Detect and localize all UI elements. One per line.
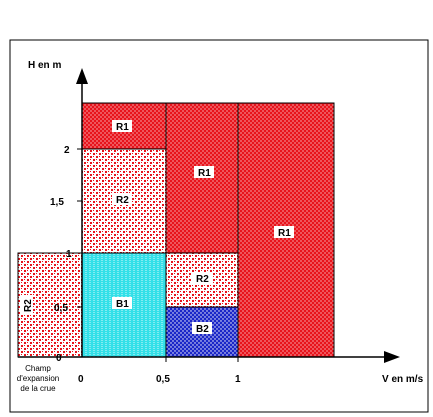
y-tick-label-1-5: 1,5 — [50, 197, 64, 208]
zone-label-b1: B1 — [116, 299, 129, 310]
x-tick-label-1: 1 — [235, 374, 241, 385]
zone-label-r2-upper: R2 — [116, 195, 129, 206]
zone-label-r1-right: R1 — [278, 228, 291, 239]
label-bg — [112, 193, 132, 205]
x-axis-arrow-icon — [384, 351, 400, 363]
label-bg — [192, 322, 212, 334]
x-tick-label-0-5: 0,5 — [156, 374, 170, 385]
y-tick-label-0-5: 0,5 — [54, 303, 68, 314]
label-bg — [194, 166, 214, 178]
y-tick-label-2: 2 — [64, 145, 70, 156]
zone-label-r1-mid: R1 — [198, 168, 211, 179]
outer-frame — [9, 39, 429, 413]
flood-field-line-2: d'expansion — [17, 374, 59, 383]
zone-label-r2-lower: R2 — [196, 274, 209, 285]
flood-field-line-3: de la crue — [20, 384, 56, 393]
y-tick-label-0: 0 — [56, 353, 62, 364]
label-bg — [21, 295, 33, 315]
label-bg — [112, 297, 132, 309]
x-tick-label-0: 0 — [78, 374, 84, 385]
label-bg — [112, 120, 132, 132]
y-axis-arrow-icon — [76, 68, 88, 84]
zone-label-r1-top: R1 — [116, 122, 129, 133]
zone-label-r2-left: R2 — [23, 299, 34, 312]
label-bg — [192, 272, 212, 284]
zone-label-b2: B2 — [196, 324, 209, 335]
y-tick-label-1: 1 — [66, 249, 72, 260]
y-axis-label: H en m — [28, 60, 61, 71]
flood-field-line-1: Champ — [25, 364, 51, 373]
label-bg — [274, 226, 294, 238]
x-axis-label: V en m/s — [382, 374, 424, 385]
